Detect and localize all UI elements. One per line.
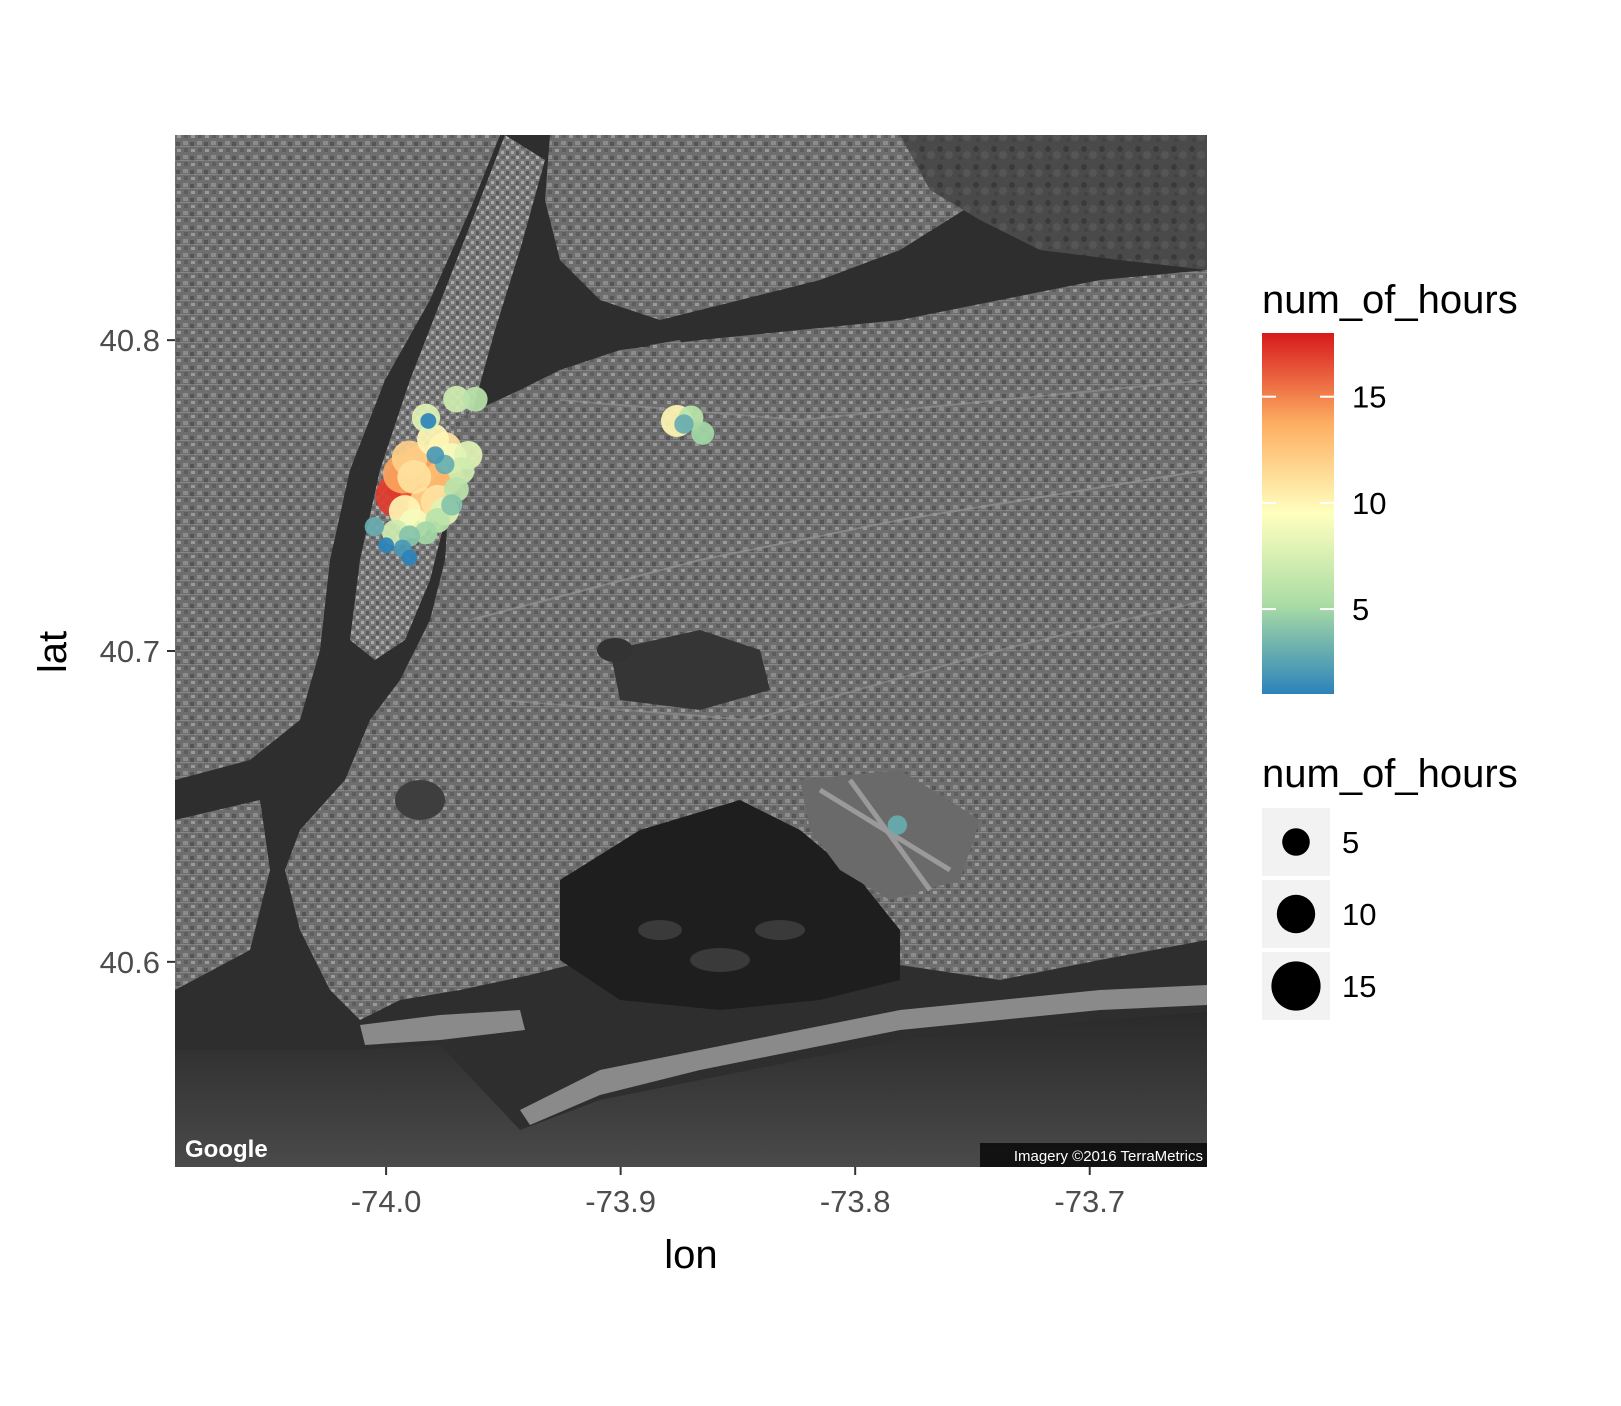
- size-legend-label: 15: [1342, 969, 1376, 1004]
- colorbar-tick-label: 5: [1352, 592, 1369, 627]
- data-point: [397, 460, 432, 494]
- data-point: [462, 386, 488, 412]
- data-point: [414, 521, 438, 545]
- y-tick-label: 40.6: [100, 945, 160, 980]
- x-axis-title: lon: [664, 1233, 717, 1277]
- colorbar-ticks: 5 10 15: [1262, 380, 1386, 627]
- color-legend: num_of_hours 5 10 15: [1262, 278, 1518, 694]
- colorbar-tick-label: 10: [1352, 486, 1386, 521]
- data-point: [674, 414, 694, 434]
- colorbar-tick-label: 15: [1352, 380, 1386, 415]
- data-point: [443, 385, 470, 413]
- y-axis-title: lat: [31, 631, 75, 673]
- satellite-basemap: [175, 135, 1207, 1167]
- size-legend-key-dot: [1276, 894, 1316, 934]
- data-point: [887, 815, 908, 835]
- y-tick-label: 40.8: [100, 323, 160, 358]
- size-legend-label: 5: [1342, 825, 1359, 860]
- size-legend-keys: 5 10 15: [1262, 808, 1376, 1020]
- size-legend-title: num_of_hours: [1262, 752, 1518, 796]
- x-tick-label: -73.7: [1054, 1184, 1125, 1219]
- imagery-credit: Imagery ©2016 TerraMetrics: [1014, 1148, 1203, 1165]
- x-tick-label: -73.8: [820, 1184, 891, 1219]
- data-point: [401, 549, 418, 566]
- y-tick-label: 40.7: [100, 634, 160, 669]
- data-point: [441, 494, 463, 516]
- imagery-credit-background: [980, 1143, 1207, 1167]
- data-points: [364, 385, 908, 835]
- data-point: [426, 446, 445, 464]
- colorbar: [1262, 333, 1334, 694]
- data-point: [378, 537, 394, 554]
- google-logo: Google: [185, 1136, 268, 1163]
- size-legend-key-dot: [1282, 828, 1310, 856]
- x-tick-label: -73.9: [585, 1184, 656, 1219]
- data-point: [364, 516, 385, 537]
- data-point: [420, 413, 437, 429]
- x-axis: -74.0 -73.9 -73.8 -73.7: [351, 1167, 1125, 1219]
- x-tick-label: -74.0: [351, 1184, 422, 1219]
- y-axis: 40.6 40.7 40.8: [100, 323, 175, 980]
- size-legend-key-dot: [1271, 961, 1321, 1011]
- data-point: [691, 421, 715, 445]
- size-legend-label: 10: [1342, 897, 1376, 932]
- map-panel[interactable]: Google Imagery ©2016 TerraMetrics: [175, 135, 1207, 1167]
- size-legend: num_of_hours 5 10 15: [1262, 752, 1518, 1020]
- color-legend-title: num_of_hours: [1262, 278, 1518, 322]
